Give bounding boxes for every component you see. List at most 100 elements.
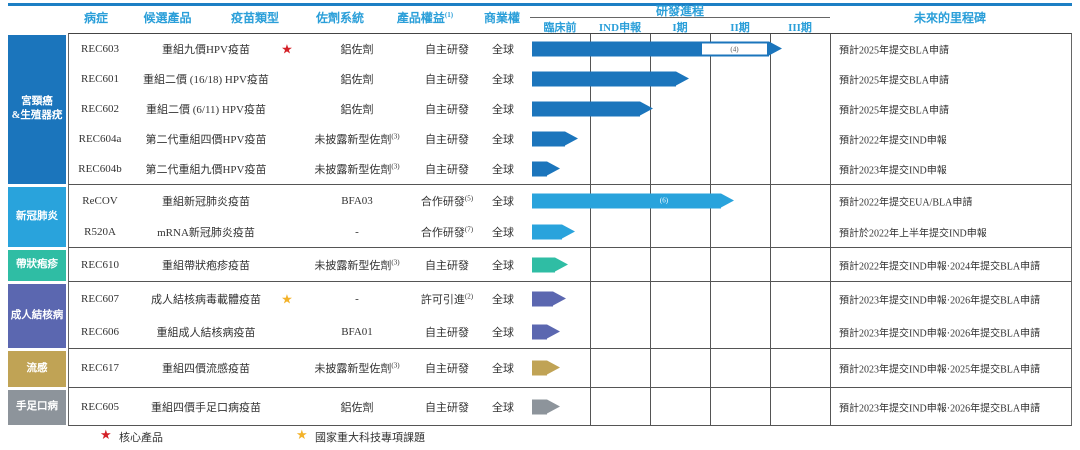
progress-bar-note: (6) <box>659 196 669 205</box>
phase-gridline <box>650 349 651 387</box>
adjuvant-system-text: 鋁佐劑 <box>340 74 374 86</box>
vaccine-type: 第二代重組九價HPV疫苗 <box>131 161 281 177</box>
vaccine-type: 重組新冠肺炎疫苗 <box>131 193 281 209</box>
product-rights-footnote: (7) <box>464 224 474 233</box>
legend-label-core-product: 核心產品 <box>119 432 163 444</box>
phase-gridline <box>830 388 831 425</box>
disease-label: 流感 <box>8 350 66 387</box>
column-header-product-rights: 產品權益(1) <box>385 9 465 26</box>
progress-bar-solid <box>532 161 547 177</box>
column-header-commercial-rights: 商業權 <box>483 11 520 25</box>
adjuvant-system-text: BFA01 <box>341 325 373 338</box>
product-rights-text: 自主研發 <box>425 104 469 116</box>
product-rights: 自主研發 <box>399 399 495 415</box>
national-project-star-icon: ★ <box>296 427 308 442</box>
group-rows: REC605 重組四價手足口病疫苗 鋁佐劑 自主研發 全球 預計2023年提交IND申報·… <box>68 388 1072 426</box>
progress-bar-arrow-tip <box>640 101 653 116</box>
pipeline-row: REC603 重組九價HPV疫苗 ★ 鋁佐劑 自主研發 全球 (4) 預計2025年提交BLA… <box>69 34 1071 64</box>
progress-bar <box>532 291 566 306</box>
vaccine-type-text: 重組新冠肺炎疫苗 <box>162 195 250 208</box>
adjuvant-system: 鋁佐劑 <box>299 41 415 57</box>
adjuvant-system: BFA01 <box>299 326 415 338</box>
disease-group: 成人結核病 REC607 成人結核病毒載體疫苗 ★ - 許可引進(2) 全球 預計2023年提… <box>8 282 1072 349</box>
progress-bar-arrow-tip <box>565 131 578 146</box>
candidate-name: REC617 <box>69 362 131 374</box>
progress-bar-arrow-tip <box>547 360 560 375</box>
adjuvant-system: - <box>299 293 415 305</box>
milestone: 預計2025年提交BLA申請 <box>839 72 1067 87</box>
progress-bar-solid <box>532 71 676 87</box>
vaccine-type: mRNA新冠肺炎疫苗 <box>131 224 281 240</box>
progress-bar <box>532 360 560 376</box>
pipeline-row: REC610 重組帶狀疱疹疫苗 未披露新型佐劑(3) 自主研發 全球 預計2022年提交I… <box>69 248 1071 281</box>
commercial-rights-text: 全球 <box>492 226 514 239</box>
candidate-name: REC604a <box>69 133 131 145</box>
phase-header-ind: IND申報 <box>598 22 642 34</box>
core-product-star-icon: ★ <box>100 427 112 442</box>
phase-gridline <box>770 34 771 184</box>
phase-gridline <box>830 349 831 387</box>
product-rights: 自主研發 <box>399 257 495 273</box>
milestone: 預計2022年提交EUA/BLA申請 <box>839 193 1067 208</box>
phase-gridline <box>590 282 591 348</box>
disease-cell: 成人結核病 <box>8 282 66 349</box>
commercial-rights-text: 全球 <box>492 195 514 208</box>
vaccine-type: 第二代重組四價HPV疫苗 <box>131 131 281 147</box>
candidate-name-text: REC604a <box>78 133 122 145</box>
product-rights-text: 自主研發 <box>425 326 469 339</box>
vaccine-type-text: 第二代重組四價HPV疫苗 <box>145 134 267 146</box>
adjuvant-system-text: 未披露新型佐劑 <box>314 164 392 176</box>
progress-bar-arrow-tip <box>553 291 566 305</box>
candidate-name-text: ReCOV <box>82 194 118 207</box>
adjuvant-system: 鋁佐劑 <box>299 399 415 415</box>
product-rights: 自主研發 <box>399 41 495 57</box>
milestone: 預計2023年提交IND申報·2026年提交BLA申請 <box>839 324 1067 339</box>
milestone: 預計2022年提交IND申報·2024年提交BLA申請 <box>839 257 1067 272</box>
progress-bar-arrow-tip <box>769 41 782 56</box>
progress-bar-solid <box>532 101 640 117</box>
disease-group: 流感 REC617 重組四價流感疫苗 未披露新型佐劑(3) 自主研發 全球 預計2023年提… <box>8 349 1072 388</box>
candidate-name: REC603 <box>69 43 131 55</box>
phase-gridline <box>710 34 711 184</box>
product-rights-text: 自主研發 <box>425 401 469 414</box>
top-rule <box>8 3 1072 6</box>
column-header-disease: 病症 <box>83 11 108 25</box>
adjuvant-system-text: 未披露新型佐劑 <box>314 134 392 146</box>
adjuvant-system: BFA03 <box>299 195 415 207</box>
vaccine-type-text: 重組四價流感疫苗 <box>162 363 250 375</box>
commercial-rights-text: 全球 <box>492 104 514 116</box>
candidate-name: R520A <box>69 226 131 238</box>
pipeline-body: 宮頸癌 &生殖器疣 REC603 重組九價HPV疫苗 ★ 鋁佐劑 自主研發 全球 (4) 預計2… <box>8 33 1072 426</box>
disease-group: 宮頸癌 &生殖器疣 REC603 重組九價HPV疫苗 ★ 鋁佐劑 自主研發 全球 (4) 預計2… <box>8 33 1072 185</box>
commercial-rights: 全球 <box>479 399 527 415</box>
column-header-adjuvant: 佐劑系統 <box>315 11 364 25</box>
column-header-milestone: 未來的里程碑 <box>913 11 986 25</box>
milestone: 預計2023年提交IND申報·2026年提交BLA申請 <box>839 291 1067 306</box>
phase-gridline <box>770 388 771 425</box>
product-rights-text: 合作研發 <box>420 226 465 239</box>
pipeline-row: R520A mRNA新冠肺炎疫苗 - 合作研發(7) 全球 預計於2022年上半年提交IN… <box>69 216 1071 247</box>
progress-bar-solid <box>532 257 555 272</box>
commercial-rights: 全球 <box>479 101 527 117</box>
vaccine-type: 重組二價 (16/18) HPV疫苗 <box>131 71 281 87</box>
adjuvant-system-footnote: (3) <box>391 132 400 141</box>
pipeline-row: REC617 重組四價流感疫苗 未披露新型佐劑(3) 自主研發 全球 預計2023年提交I… <box>69 349 1071 387</box>
adjuvant-system-footnote: (3) <box>391 361 400 370</box>
vaccine-type-text: 第二代重組九價HPV疫苗 <box>145 164 267 176</box>
pipeline-row: REC602 重組二價 (6/11) HPV疫苗 鋁佐劑 自主研發 全球 預計2025年提… <box>69 94 1071 124</box>
adjuvant-system-text: 鋁佐劑 <box>340 44 374 56</box>
progress-bar <box>532 71 689 87</box>
product-rights-footnote: (1) <box>444 11 454 19</box>
phase-gridline <box>770 248 771 281</box>
progress-bar <box>532 161 560 177</box>
group-rows: REC617 重組四價流感疫苗 未披露新型佐劑(3) 自主研發 全球 預計2023年提交I… <box>68 349 1072 388</box>
phase-gridline <box>710 185 711 247</box>
phase-gridline <box>650 248 651 281</box>
progress-bar <box>532 324 560 339</box>
commercial-rights: 全球 <box>479 291 527 307</box>
commercial-rights-text: 全球 <box>492 44 514 56</box>
candidate-name: REC601 <box>69 73 131 85</box>
candidate-name: REC610 <box>69 259 131 271</box>
disease-label: 手足口病 <box>8 389 66 425</box>
